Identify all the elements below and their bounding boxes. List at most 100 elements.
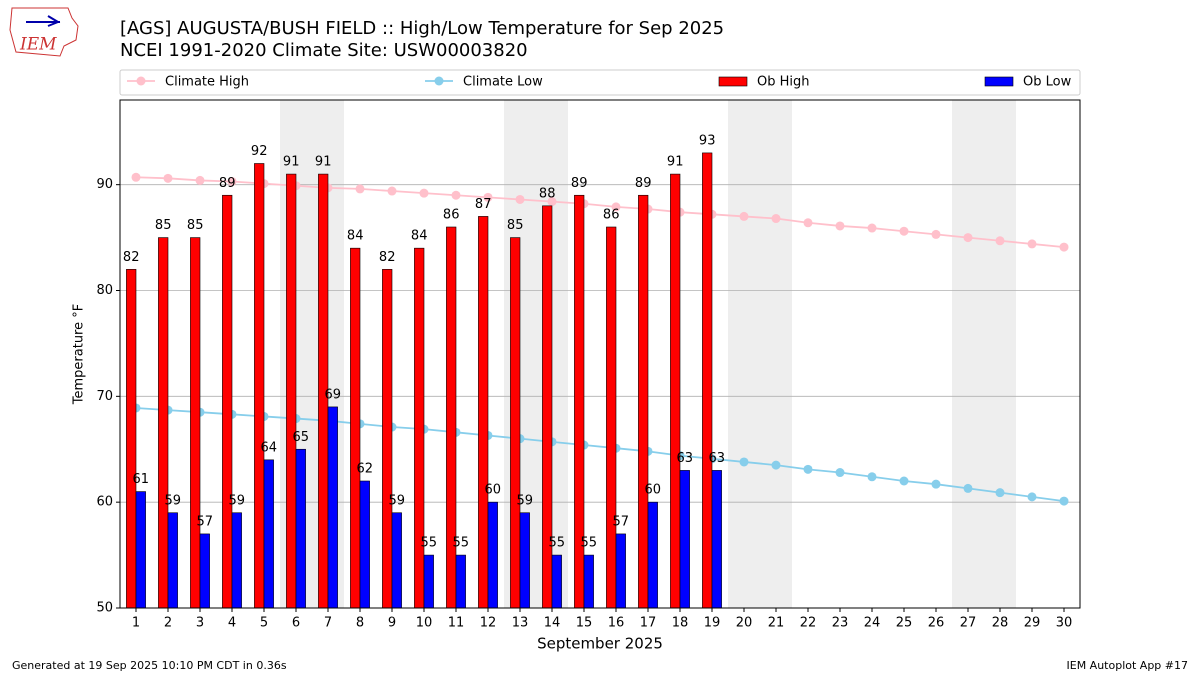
bar bbox=[126, 269, 137, 609]
bar bbox=[199, 533, 210, 609]
bar bbox=[670, 173, 681, 609]
line-marker bbox=[419, 188, 429, 198]
x-tick-label: 16 bbox=[608, 616, 625, 631]
line-marker bbox=[131, 172, 141, 182]
bar-value-label: 65 bbox=[293, 430, 310, 445]
y-axis-label: Temperature °F bbox=[72, 304, 87, 405]
bar bbox=[423, 554, 434, 609]
x-tick-label: 15 bbox=[576, 616, 593, 631]
bar bbox=[350, 247, 361, 609]
bar-value-label: 84 bbox=[411, 229, 428, 244]
bar bbox=[519, 512, 530, 609]
line-marker bbox=[739, 211, 749, 221]
bar bbox=[135, 491, 146, 609]
bar-value-label: 63 bbox=[709, 451, 726, 466]
line-marker bbox=[995, 236, 1005, 246]
line-marker bbox=[739, 457, 749, 467]
bar bbox=[606, 226, 617, 609]
bar bbox=[359, 480, 370, 609]
bar-value-label: 55 bbox=[421, 536, 438, 551]
bar bbox=[679, 470, 690, 609]
line-marker bbox=[451, 190, 461, 200]
x-tick-label: 19 bbox=[704, 616, 721, 631]
bar-value-label: 91 bbox=[283, 155, 300, 170]
line-marker bbox=[771, 460, 781, 470]
y-tick-label: 50 bbox=[96, 601, 113, 616]
line-marker bbox=[931, 229, 941, 239]
legend-label: Climate Low bbox=[463, 75, 543, 90]
x-tick-label: 10 bbox=[416, 616, 433, 631]
bar-value-label: 55 bbox=[453, 536, 470, 551]
line-marker bbox=[867, 472, 877, 482]
bar-value-label: 60 bbox=[645, 483, 662, 498]
x-tick-label: 24 bbox=[864, 616, 881, 631]
line bbox=[135, 176, 1065, 249]
line-marker bbox=[355, 184, 365, 194]
bar bbox=[478, 216, 489, 609]
line-marker bbox=[1027, 492, 1037, 502]
bar bbox=[455, 554, 466, 609]
x-tick-label: 6 bbox=[292, 616, 300, 631]
bar-value-label: 88 bbox=[539, 186, 556, 201]
x-tick-label: 20 bbox=[736, 616, 753, 631]
bar bbox=[190, 237, 201, 609]
line-marker bbox=[1059, 496, 1069, 506]
bar-value-label: 85 bbox=[155, 218, 172, 233]
bar-value-label: 59 bbox=[389, 493, 406, 508]
bar-value-label: 57 bbox=[197, 514, 214, 529]
bar-value-label: 55 bbox=[549, 536, 566, 551]
x-axis-label: September 2025 bbox=[537, 635, 663, 653]
bar-value-label: 63 bbox=[677, 451, 694, 466]
line-marker bbox=[835, 468, 845, 478]
bar bbox=[615, 533, 626, 609]
bar bbox=[510, 237, 521, 609]
bar-value-label: 92 bbox=[251, 144, 268, 159]
bar bbox=[263, 459, 274, 609]
bar-value-label: 59 bbox=[229, 493, 246, 508]
y-tick-label: 90 bbox=[96, 177, 113, 192]
x-tick-label: 2 bbox=[164, 616, 172, 631]
line-marker bbox=[931, 479, 941, 489]
bar bbox=[487, 501, 498, 609]
bar-value-label: 86 bbox=[603, 208, 620, 223]
bar-value-label: 59 bbox=[165, 493, 182, 508]
legend-label: Ob Low bbox=[1023, 75, 1072, 90]
x-tick-label: 12 bbox=[480, 616, 497, 631]
x-tick-label: 28 bbox=[992, 616, 1009, 631]
bar-value-label: 61 bbox=[133, 472, 150, 487]
bar-value-label: 89 bbox=[571, 176, 588, 191]
bar-value-label: 93 bbox=[699, 133, 716, 148]
bar bbox=[327, 406, 338, 609]
bar-value-label: 55 bbox=[581, 536, 598, 551]
logo: IEM bbox=[9, 7, 79, 57]
x-tick-label: 5 bbox=[260, 616, 268, 631]
x-tick-label: 8 bbox=[356, 616, 364, 631]
line-marker bbox=[1027, 239, 1037, 249]
x-tick-label: 17 bbox=[640, 616, 657, 631]
x-tick-label: 7 bbox=[324, 616, 332, 631]
chart-title: [AGS] AUGUSTA/BUSH FIELD :: High/Low Tem… bbox=[120, 18, 724, 39]
line-marker bbox=[163, 173, 173, 183]
bar-value-label: 86 bbox=[443, 208, 460, 223]
line-marker bbox=[387, 186, 397, 196]
line-marker bbox=[771, 214, 781, 224]
line-marker bbox=[867, 223, 877, 233]
weekend-shade bbox=[760, 100, 792, 608]
bar bbox=[286, 173, 297, 609]
line-marker bbox=[803, 464, 813, 474]
x-tick-label: 13 bbox=[512, 616, 529, 631]
bar-value-label: 59 bbox=[517, 493, 534, 508]
plot-frame bbox=[119, 99, 1081, 609]
bar bbox=[295, 448, 306, 609]
legend-label: Climate High bbox=[165, 75, 249, 90]
bar-value-label: 91 bbox=[667, 155, 684, 170]
bar-value-label: 89 bbox=[219, 176, 236, 191]
line-marker bbox=[995, 488, 1005, 498]
bar bbox=[446, 226, 457, 609]
weekend-shade bbox=[952, 100, 984, 608]
bar bbox=[638, 194, 649, 609]
x-tick-label: 14 bbox=[544, 616, 561, 631]
bar bbox=[551, 554, 562, 609]
x-tick-label: 23 bbox=[832, 616, 849, 631]
